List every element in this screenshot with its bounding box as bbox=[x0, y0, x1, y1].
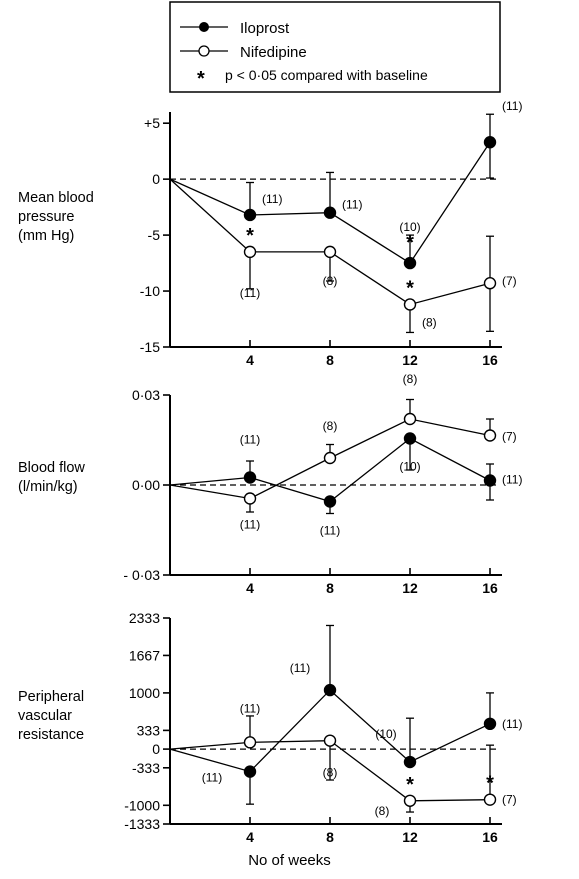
flow-n-label: (11) bbox=[240, 433, 260, 447]
pvr-significance-marker: * bbox=[406, 774, 414, 796]
mbp-n-label: (7) bbox=[502, 274, 517, 288]
pvr-filled-point bbox=[483, 717, 497, 731]
pvr-ytick-label: 0 bbox=[152, 741, 160, 757]
pvr-ytick-label: -1333 bbox=[124, 816, 160, 832]
flow-xtick-label: 16 bbox=[482, 580, 498, 596]
legend-box bbox=[169, 1, 501, 93]
legend-iloprost-label: Iloprost bbox=[240, 20, 290, 37]
pvr-xtick-label: 16 bbox=[482, 829, 498, 845]
flow-filled-point bbox=[483, 474, 497, 487]
flow-xtick-label: 12 bbox=[402, 580, 418, 596]
pvr-significance-marker: * bbox=[486, 773, 494, 795]
flow-panel: 0·03 0·00 - 0·03 4 8 12 16 (11) (11) (10) (11) (11)… bbox=[123, 372, 522, 596]
flow-ytick-label: 0·00 bbox=[132, 477, 160, 493]
flow-ytick-label: - 0·03 bbox=[123, 567, 160, 583]
pvr-ytick-label: 2333 bbox=[129, 610, 160, 626]
mbp-open-point bbox=[323, 245, 337, 259]
mbp-ytick-label: -15 bbox=[140, 339, 160, 355]
pvr-ytick-label: 1667 bbox=[129, 647, 160, 663]
mbp-ytick-label: 0 bbox=[152, 171, 160, 187]
mbp-xtick-label: 16 bbox=[482, 352, 498, 368]
legend-nifedipine-label: Nifedipine bbox=[240, 44, 307, 61]
mbp-n-label: (10) bbox=[399, 220, 420, 234]
mbp-significance-marker: * bbox=[406, 277, 414, 299]
flow-n-label: (8) bbox=[323, 419, 338, 433]
mbp-filled-point bbox=[323, 206, 337, 219]
flow-open-point bbox=[483, 429, 497, 442]
flow-ylabel: Blood flow (l/min/kg) bbox=[18, 460, 85, 495]
mbp-ytick-label: -10 bbox=[140, 283, 160, 299]
mbp-n-label: (8) bbox=[323, 274, 338, 288]
pvr-xtick-label: 12 bbox=[402, 829, 418, 845]
mbp-open-point bbox=[483, 277, 497, 290]
pvr-xtick-label: 8 bbox=[326, 829, 334, 845]
mbp-filled-point bbox=[243, 208, 257, 222]
pvr-n-label: (10) bbox=[375, 727, 396, 741]
legend-iloprost-marker bbox=[199, 22, 209, 32]
mbp-significance-marker: * bbox=[406, 232, 414, 254]
pvr-panel: 2333 1667 1000 333 0 -333 -1000 -1333 4 8 12 16 (11)… bbox=[124, 610, 522, 845]
mbp-xtick-label: 8 bbox=[326, 352, 334, 368]
pvr-open-point bbox=[323, 734, 337, 747]
mbp-open-point bbox=[243, 245, 257, 259]
flow-filled-point bbox=[243, 471, 257, 484]
pvr-n-label: (11) bbox=[502, 717, 522, 731]
flow-n-label: (10) bbox=[399, 460, 420, 474]
pvr-open-point bbox=[403, 794, 417, 807]
flow-filled-point bbox=[403, 432, 417, 445]
flow-open-point bbox=[323, 451, 337, 465]
pvr-n-label: (7) bbox=[502, 793, 517, 807]
flow-xtick-label: 8 bbox=[326, 580, 334, 596]
mbp-ytick-label: -5 bbox=[148, 227, 161, 243]
mbp-filled-point bbox=[483, 136, 497, 149]
pvr-ytick-label: -1000 bbox=[124, 797, 160, 813]
flow-n-label: (11) bbox=[502, 473, 522, 487]
mbp-xtick-label: 12 bbox=[402, 352, 418, 368]
flow-xtick-label: 4 bbox=[246, 580, 254, 596]
flow-n-label: (11) bbox=[320, 524, 340, 538]
pvr-n-label: (8) bbox=[323, 766, 338, 780]
mbp-n-label: (11) bbox=[502, 99, 522, 113]
pvr-xtick-label: 4 bbox=[246, 829, 254, 845]
mbp-ytick-label: +5 bbox=[144, 115, 160, 131]
flow-filled-point bbox=[323, 495, 337, 508]
flow-ytick-label: 0·03 bbox=[132, 387, 160, 403]
mbp-n-label: (11) bbox=[342, 198, 362, 212]
pvr-open-point bbox=[243, 736, 257, 749]
flow-open-point bbox=[403, 412, 417, 426]
legend-significance-marker: * bbox=[197, 68, 205, 90]
pvr-ylabel: Peripheral vascular resistance bbox=[18, 689, 85, 743]
legend-significance-label: p < 0·05 compared with baseline bbox=[225, 67, 428, 83]
flow-open-point bbox=[243, 492, 257, 505]
mbp-ylabel: Mean blood pressure (mm Hg) bbox=[18, 190, 94, 244]
pvr-open-point bbox=[483, 793, 497, 806]
flow-n-label: (11) bbox=[240, 518, 260, 532]
legend-nifedipine-marker bbox=[198, 45, 210, 57]
flow-n-label: (7) bbox=[502, 430, 517, 444]
mbp-n-label: (8) bbox=[422, 315, 437, 329]
pvr-filled-point bbox=[323, 683, 337, 697]
mbp-significance-marker: * bbox=[246, 225, 254, 247]
x-axis-label: No of weeks bbox=[248, 852, 331, 869]
mbp-n-label: (11) bbox=[262, 192, 282, 206]
mbp-n-label: (11) bbox=[240, 286, 260, 300]
mbp-open-point bbox=[403, 298, 417, 311]
mbp-panel: +50-5-10-154 8 12 16(11) (11)(10)*(11)(11)*(… bbox=[140, 99, 523, 368]
flow-n-label: (8) bbox=[403, 372, 418, 386]
pvr-n-label: (11) bbox=[290, 661, 310, 675]
pvr-n-label: (11) bbox=[240, 701, 260, 715]
mbp-xtick-label: 4 bbox=[246, 352, 254, 368]
pvr-n-label: (8) bbox=[375, 804, 390, 818]
pvr-filled-point bbox=[243, 765, 257, 778]
legend: Iloprost Nifedipine * p < 0·05 compared … bbox=[169, 1, 501, 93]
chart-panels: +50-5-10-154 8 12 16(11) (11)(10)*(11)(11)*(… bbox=[123, 99, 522, 845]
pvr-ytick-label: -333 bbox=[132, 760, 160, 776]
pvr-ytick-label: 1000 bbox=[129, 685, 160, 701]
pvr-n-label: (11) bbox=[202, 771, 222, 785]
pvr-ytick-label: 333 bbox=[137, 722, 161, 738]
pvr-filled-point bbox=[403, 755, 417, 769]
mbp-filled-point bbox=[403, 256, 417, 270]
